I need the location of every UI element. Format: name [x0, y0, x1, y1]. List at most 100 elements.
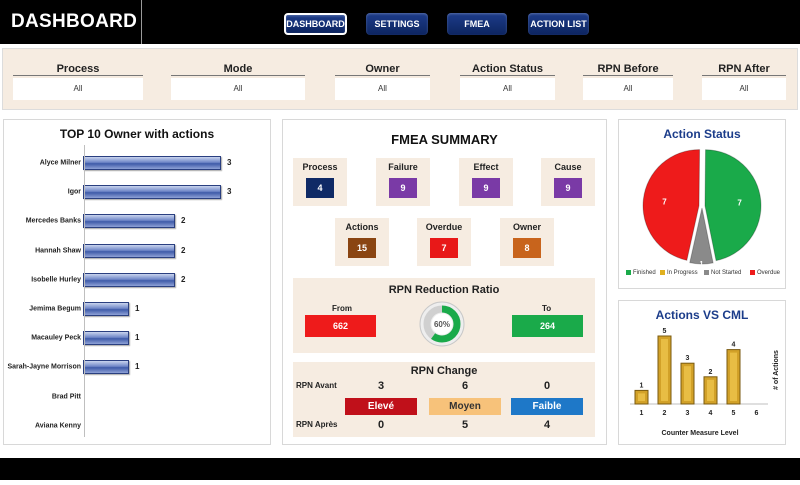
- filter-label: Mode: [171, 63, 305, 76]
- summary-card-value: 8: [513, 238, 541, 258]
- legend-label: Not Started: [711, 270, 742, 277]
- summary-card-label: Owner: [512, 222, 541, 232]
- cml-bar-highlight: [730, 352, 737, 401]
- owner-bar: [83, 360, 129, 375]
- action-status-title: Action Status: [663, 127, 741, 141]
- nav-fmea-button[interactable]: FMEA: [447, 13, 507, 35]
- pie-data-label: 7: [737, 198, 742, 207]
- filter-action-status: Action Status All: [460, 63, 555, 105]
- cml-x-axis-title: Counter Measure Level: [661, 430, 738, 437]
- rpn-category-eleve: Elevé: [345, 398, 417, 415]
- legend-swatch: [660, 270, 665, 275]
- filter-owner-select[interactable]: All: [335, 78, 430, 100]
- summary-card-label: Failure: [388, 162, 418, 172]
- header-bar: DASHBOARD DASHBOARD SETTINGS FMEA ACTION…: [0, 0, 800, 44]
- filter-label: Owner: [335, 63, 430, 76]
- owner-bar: [83, 302, 129, 316]
- summary-card-owner: Owner 8: [500, 218, 554, 266]
- page-title: DASHBOARD: [0, 0, 142, 44]
- cml-bar-value: 3: [686, 355, 690, 362]
- summary-card-cause: Cause 9: [541, 158, 595, 206]
- action-status-pie: 7 1 7: [642, 149, 762, 268]
- cml-x-tick: 4: [709, 410, 713, 417]
- owner-row: Igor 3: [3, 182, 271, 202]
- fmea-summary-title: FMEA SUMMARY: [391, 132, 498, 147]
- cml-y-axis-title: # of Actions: [773, 350, 780, 390]
- cml-x-tick: 1: [640, 410, 644, 417]
- pie-data-label: 7: [662, 198, 667, 207]
- owner-name: Isobelle Hurley: [31, 276, 81, 284]
- summary-card-label: Cause: [554, 162, 582, 172]
- rpn-from-value: 662: [305, 315, 376, 337]
- cml-bar-highlight: [707, 379, 714, 401]
- rpn-change-title: RPN Change: [410, 365, 478, 377]
- legend-item-overdue: Overdue: [750, 270, 780, 276]
- summary-card-overdue: Overdue 7: [417, 218, 471, 266]
- cml-x-tick: 2: [663, 410, 667, 417]
- legend-swatch: [626, 270, 631, 275]
- filter-label: Process: [13, 63, 143, 76]
- owner-name: Sarah-Jayne Morrison: [7, 363, 81, 371]
- filter-rpn-before-select[interactable]: All: [583, 78, 673, 100]
- owner-row: Brad Pitt: [3, 387, 271, 407]
- summary-card-process: Process 4: [293, 158, 347, 206]
- cml-bar-value: 5: [663, 328, 667, 335]
- summary-card-actions: Actions 15: [335, 218, 389, 266]
- donut-percent-label: 60%: [434, 320, 450, 329]
- owner-row: Mercedes Banks 2: [3, 211, 271, 231]
- owner-bar: [83, 185, 221, 200]
- legend-label: Overdue: [757, 270, 781, 277]
- cml-bar-highlight: [661, 339, 668, 401]
- summary-card-effect: Effect 9: [459, 158, 513, 206]
- legend-swatch: [750, 270, 755, 275]
- summary-card-label: Overdue: [425, 222, 463, 232]
- summary-card-value: 9: [389, 178, 417, 198]
- owner-row: Alyce Milner 3: [3, 153, 271, 173]
- cml-bar-highlight: [684, 366, 691, 401]
- owner-bar-value: 2: [181, 216, 186, 226]
- donut-progress-arc: [423, 305, 461, 343]
- rpn-before-moyen: 6: [461, 380, 469, 392]
- summary-card-label: Actions: [345, 222, 379, 232]
- owner-name: Alyce Milner: [39, 159, 81, 167]
- owner-bar: [83, 272, 175, 287]
- filter-mode-select[interactable]: All: [171, 78, 305, 100]
- filter-rpn-after-select[interactable]: All: [702, 78, 786, 100]
- legend-label: In Progress: [667, 270, 698, 277]
- owner-bar: [83, 156, 221, 170]
- owner-bar: [83, 331, 129, 346]
- owner-row: Jemima Begum 1: [3, 299, 271, 319]
- filter-process: Process All: [13, 63, 143, 105]
- summary-card-value: 9: [472, 178, 500, 198]
- owner-name: Hannah Shaw: [35, 247, 81, 255]
- cml-bar-highlight: [638, 393, 645, 401]
- filter-action-status-select[interactable]: All: [460, 78, 555, 100]
- rpn-category-faible: Faible: [511, 398, 583, 415]
- owner-row: Aviana Kenny: [3, 416, 271, 436]
- rpn-ratio-title: RPN Reduction Ratio: [388, 284, 500, 296]
- owner-bar-value: 3: [227, 187, 232, 197]
- filter-label: Action Status: [460, 63, 555, 76]
- filter-process-select[interactable]: All: [13, 78, 143, 100]
- owner-name: Jemima Begum: [29, 305, 81, 313]
- cml-bar-value: 1: [640, 382, 644, 389]
- pie-data-label: 1: [699, 261, 703, 268]
- summary-card-value: 4: [306, 178, 334, 198]
- pie-slice-finished: [704, 149, 762, 262]
- top-owners-title: TOP 10 Owner with actions: [59, 127, 215, 141]
- owner-bar-value: 3: [227, 158, 232, 167]
- filter-bar: Process All Mode All Owner All Action St…: [2, 48, 798, 110]
- actions-vs-cml-panel: Actions VS CML: [618, 300, 786, 445]
- summary-card-failure: Failure 9: [376, 158, 430, 206]
- owner-row: Macauley Peck 1: [3, 328, 271, 348]
- rpn-after-eleve: 0: [377, 419, 385, 431]
- owner-name: Igor: [67, 188, 81, 196]
- nav-settings-button[interactable]: SETTINGS: [366, 13, 428, 35]
- cml-x-tick: 6: [755, 410, 759, 417]
- owner-name: Macauley Peck: [31, 334, 81, 342]
- summary-card-value: 7: [430, 238, 458, 258]
- nav-action-list-button[interactable]: ACTION LIST: [528, 13, 589, 35]
- nav-dashboard-button[interactable]: DASHBOARD: [284, 13, 347, 35]
- owner-bar: [83, 214, 175, 229]
- actions-vs-cml-title: Actions VS CML: [655, 308, 749, 322]
